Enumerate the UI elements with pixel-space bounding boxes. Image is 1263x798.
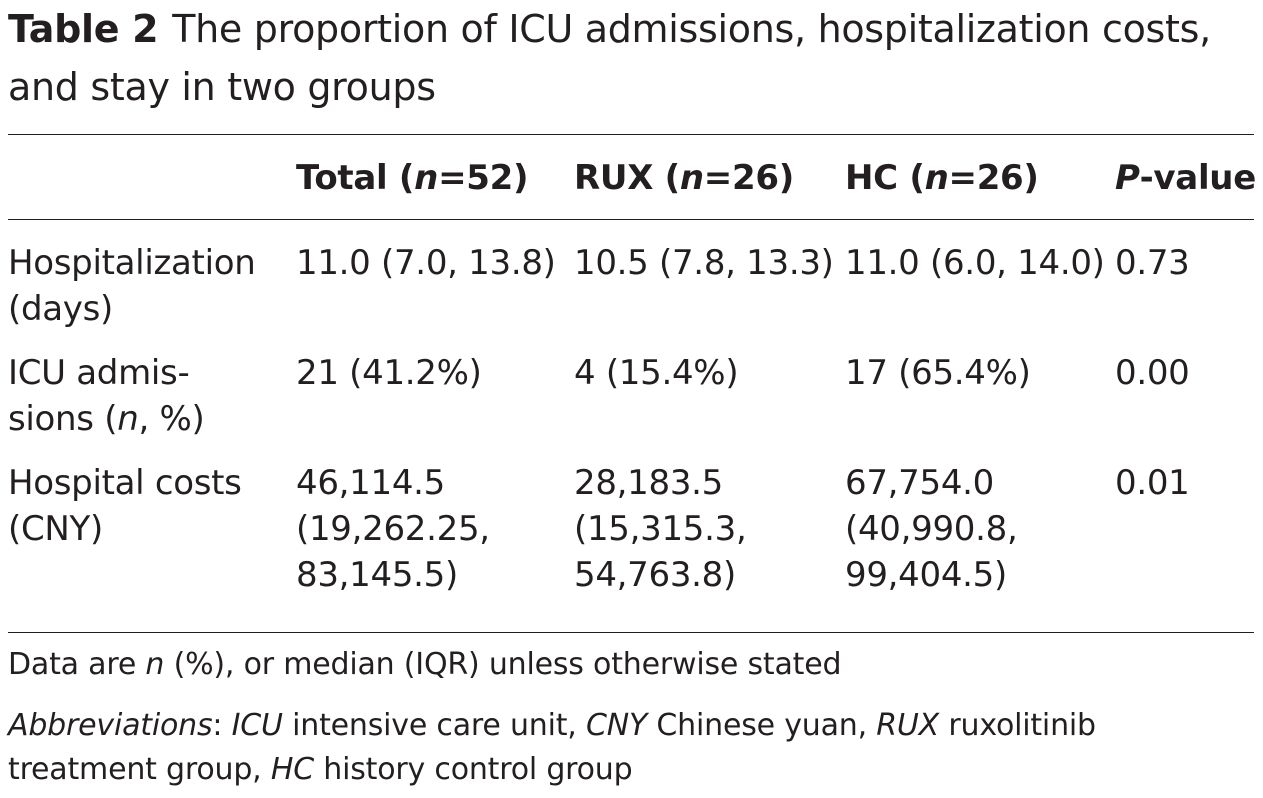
- table-row: ICU admis-sions (n, %) 21 (41.2%) 4 (15.…: [8, 350, 1256, 442]
- cell-rux: 28,183.5 (15,315.3, 54,763.8): [574, 463, 747, 595]
- header-empty: [8, 138, 296, 218]
- header-row: Total (n=52) RUX (n=26) HC (n=26) P-valu…: [8, 138, 1256, 218]
- header-p-value: P-value: [1115, 158, 1256, 198]
- cell-total: 21 (41.2%): [296, 353, 482, 393]
- header-rux: RUX (n=26): [574, 158, 794, 198]
- row-label: Hospital costs (CNY): [8, 463, 242, 549]
- cell-total: 46,114.5 (19,262.25, 83,145.5): [296, 463, 490, 595]
- cell-rux: 4 (15.4%): [574, 353, 739, 393]
- data-table: Total (n=52) RUX (n=26) HC (n=26) P-valu…: [8, 138, 1256, 598]
- header-total: Total (n=52): [296, 158, 529, 198]
- cell-hc: 17 (65.4%): [845, 353, 1031, 393]
- row-label: Hospitalization (days): [8, 243, 256, 329]
- abbreviations-footnote: Abbreviations: ICU intensive care unit, …: [8, 708, 1096, 787]
- top-rule: [8, 134, 1254, 135]
- row-label: ICU admis-sions (n, %): [8, 353, 205, 439]
- header-hc: HC (n=26): [845, 158, 1039, 198]
- cell-hc: 67,754.0 (40,990.8, 99,404.5): [845, 463, 1018, 595]
- cell-rux: 10.5 (7.8, 13.3): [574, 243, 834, 283]
- cell-p-value: 0.00: [1115, 353, 1190, 393]
- abbreviations-heading: Abbreviations: [8, 708, 213, 743]
- bottom-rule: [8, 632, 1254, 633]
- cell-hc: 11.0 (6.0, 14.0): [845, 243, 1105, 283]
- table-row: Hospital costs (CNY) 46,114.5 (19,262.25, 8…: [8, 460, 1256, 598]
- table-footnote: Data are n (%), or median (IQR) unless o…: [8, 647, 842, 682]
- cell-total: 11.0 (7.0, 13.8): [296, 243, 556, 283]
- cell-p-value: 0.73: [1115, 243, 1190, 283]
- header-rule: [8, 219, 1254, 220]
- table-label: Table 2: [8, 7, 159, 51]
- table-caption-text: The proportion of ICU admissions, hospit…: [8, 7, 1211, 109]
- table-caption: Table 2 The proportion of ICU admissions,…: [8, 0, 1258, 116]
- cell-p-value: 0.01: [1115, 463, 1190, 503]
- table-row: Hospitalization (days) 11.0 (7.0, 13.8) 1…: [8, 240, 1256, 332]
